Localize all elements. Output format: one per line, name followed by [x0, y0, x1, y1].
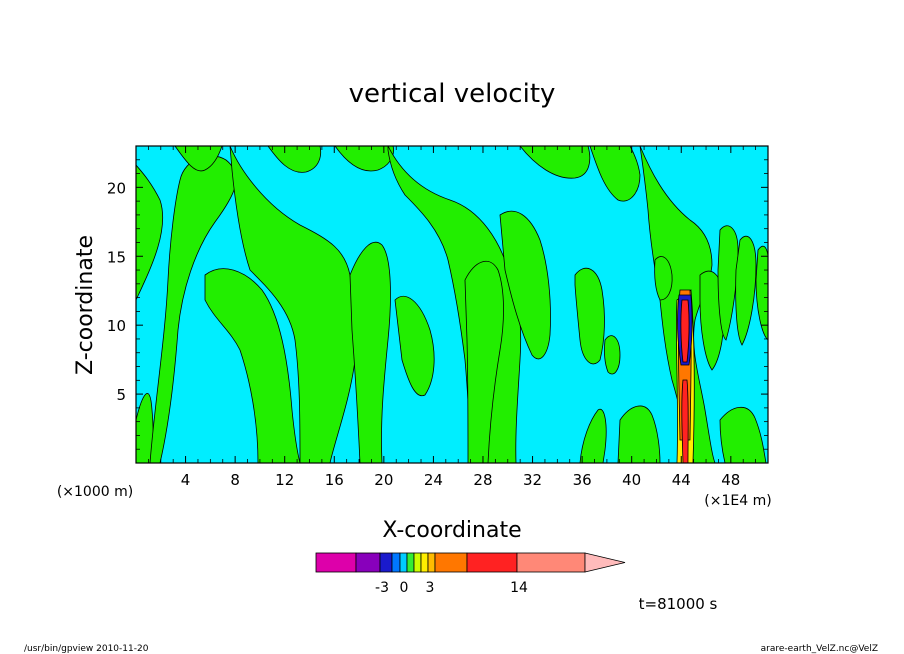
colorbar-segment: [406, 552, 415, 573]
x-tick-label: 20: [374, 471, 393, 489]
positive-region-23: [719, 406, 767, 463]
footer-right: arare-earth_VelZ.nc@VelZ: [761, 644, 878, 654]
colorbar-segment: [516, 552, 586, 573]
footer-left: /usr/bin/gpview 2010-11-20: [24, 644, 149, 654]
colorbar-label: 3: [426, 580, 435, 596]
x-tick-label: 16: [325, 471, 344, 489]
positive-region-7: [334, 146, 394, 172]
colorbar-labels: -3 0 3 14: [375, 580, 528, 596]
positive-region-9: [394, 295, 435, 397]
colorbar: [315, 552, 626, 573]
updraft-core-4: [681, 379, 689, 463]
time-label: t=81000 s: [639, 595, 718, 613]
x-unit-right-label: (×1E4 m): [704, 493, 771, 509]
colorbar-label: -3: [375, 580, 389, 596]
x-unit-left-label: (×1000 m): [57, 484, 133, 500]
x-axis: 4 8 12 16 20 24 28 32 36 40 44 48: [147, 146, 757, 489]
positive-region-25: [604, 335, 621, 375]
y-tick-label: 15: [107, 248, 126, 266]
y-axis-label: Z-coordinate: [73, 235, 98, 375]
positive-region-12: [499, 210, 551, 360]
y-tick-label: 5: [116, 386, 126, 404]
y-tick-label: 20: [107, 179, 126, 197]
colorbar-label: 14: [510, 580, 528, 596]
plot-frame: [135, 145, 769, 464]
x-tick-label: 48: [721, 471, 740, 489]
positive-region-20: [717, 225, 739, 341]
positive-region-14: [589, 146, 641, 202]
positive-region-0: [136, 164, 164, 301]
x-axis-label: X-coordinate: [382, 518, 521, 543]
x-tick-label: 44: [672, 471, 691, 489]
positive-region-13: [519, 146, 591, 179]
x-tick-label: 12: [275, 471, 294, 489]
y-tick-label: 10: [107, 317, 126, 335]
colorbar-segment: [391, 552, 401, 573]
updraft-core-3: [680, 299, 690, 363]
contour-fields: [136, 146, 768, 463]
positive-region-8: [349, 241, 391, 463]
colorbar-segment: [413, 552, 422, 573]
y-axis: 5 10 15 20: [107, 159, 768, 450]
x-tick-label: 36: [573, 471, 592, 489]
colorbar-label: 0: [400, 580, 409, 596]
positive-region-4: [204, 268, 301, 463]
colorbar-segment: [315, 552, 357, 573]
positive-region-17: [617, 405, 661, 463]
positive-region-22: [755, 245, 768, 341]
colorbar-arrow: [584, 552, 626, 573]
positive-region-6: [267, 146, 322, 173]
positive-region-2: [149, 155, 237, 463]
colorbar-segment: [427, 552, 436, 573]
positive-region-16: [579, 408, 607, 463]
positive-region-15: [574, 267, 605, 365]
colorbar-segment: [399, 552, 408, 573]
positive-region-5: [229, 146, 358, 463]
colorbar-segment: [466, 552, 518, 573]
positive-region-3: [174, 146, 223, 172]
x-tick-label: 24: [424, 471, 443, 489]
x-tick-label: 40: [622, 471, 641, 489]
colorbar-segment: [355, 552, 381, 573]
colorbar-segment: [434, 552, 468, 573]
x-tick-label: 32: [523, 471, 542, 489]
colorbar-segment: [379, 552, 393, 573]
positive-region-21: [735, 235, 757, 346]
chart-title: vertical velocity: [349, 79, 556, 109]
x-tick-label: 8: [230, 471, 240, 489]
positive-region-11: [464, 260, 504, 463]
x-tick-label: 4: [181, 471, 191, 489]
x-tick-label: 28: [473, 471, 492, 489]
positive-region-24: [654, 256, 673, 301]
colorbar-segment: [420, 552, 429, 573]
